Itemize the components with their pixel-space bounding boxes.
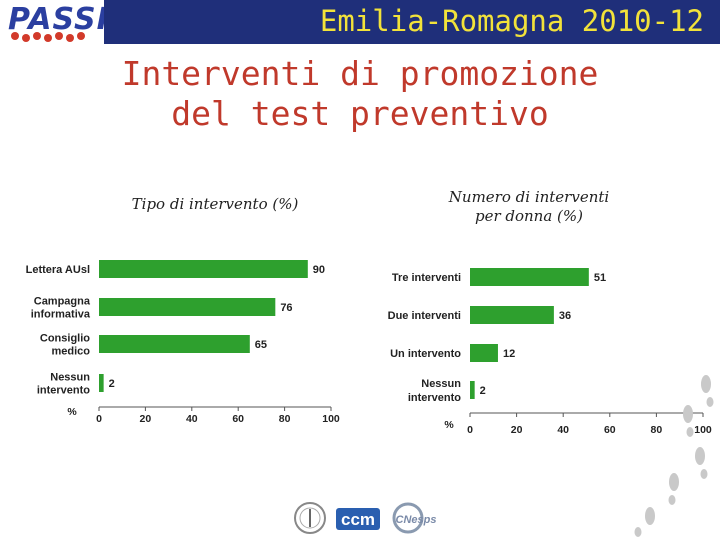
left-value-label: 76 [280, 302, 292, 314]
svg-text:CNesps: CNesps [396, 514, 437, 526]
right-tick-label: 80 [651, 424, 663, 436]
iss-seal-icon [294, 502, 326, 534]
main-title: Interventi di promozione del test preven… [0, 54, 720, 134]
left-category-label: informativa [31, 309, 91, 321]
left-category-label: Consiglio [40, 333, 90, 345]
left-tick-label: 80 [279, 413, 291, 425]
right-value-label: 51 [594, 272, 606, 284]
right-bar [470, 381, 475, 399]
left-bar [99, 335, 250, 353]
right-category-label: Tre interventi [392, 272, 461, 284]
left-bar [99, 298, 276, 316]
right-category-label: Un intervento [390, 348, 461, 360]
passi-logo-mark-icon [11, 32, 85, 42]
right-tick-label: 0 [467, 424, 473, 436]
right-tick-label: 40 [557, 424, 569, 436]
right-chart-title: Numero di interventi per donna (%) [404, 188, 654, 226]
right-bar [470, 306, 554, 324]
left-tick-label: 100 [322, 413, 340, 425]
cnesps-logo: CNesps [392, 502, 437, 534]
left-value-label: 65 [255, 339, 267, 351]
right-tick-label: 60 [604, 424, 616, 436]
left-category-label: Campagna [34, 296, 91, 308]
right-bar [470, 268, 589, 286]
main-title-line-1: Interventi di promozione [121, 54, 599, 93]
header-title: Emilia-Romagna 2010-12 [319, 4, 704, 38]
left-axis-unit-label: % [67, 406, 77, 418]
left-tick-label: 40 [186, 413, 198, 425]
header-logo-area: PASSI [0, 0, 108, 44]
main-title-line-2: del test preventivo [171, 94, 549, 133]
right-tick-label: 20 [511, 424, 523, 436]
right-value-label: 12 [503, 348, 515, 360]
left-value-label: 90 [313, 264, 325, 276]
left-tick-label: 60 [232, 413, 244, 425]
left-bar [99, 260, 308, 278]
right-category-label: Nessun [421, 378, 461, 390]
right-value-label: 36 [559, 310, 571, 322]
ccm-logo: ccm [336, 508, 380, 530]
passi-logo: PASSI [8, 2, 109, 37]
left-tick-label: 0 [96, 413, 102, 425]
header-bar: Emilia-Romagna 2010-12 [104, 0, 720, 44]
right-category-label: Due interventi [388, 310, 461, 322]
right-category-label: intervento [408, 392, 461, 404]
right-tick-label: 100 [694, 424, 712, 436]
left-tick-label: 20 [140, 413, 152, 425]
left-category-label: medico [51, 346, 90, 358]
svg-text:ccm: ccm [341, 510, 375, 529]
left-category-label: intervento [37, 385, 90, 397]
right-chart-title-line-2: per donna (%) [474, 207, 584, 225]
left-chart-title: Tipo di intervento (%) [131, 195, 299, 213]
right-bar [470, 344, 498, 362]
footprints-decoration-icon [634, 375, 714, 537]
left-value-label: 2 [109, 378, 115, 390]
bottom-logos: ccm CNesps [294, 502, 437, 534]
right-chart-title-line-1: Numero di interventi [448, 188, 610, 206]
right-value-label: 2 [480, 385, 486, 397]
left-category-label: Lettera AUsl [26, 264, 90, 276]
left-category-label: Nessun [50, 372, 90, 384]
left-bar [99, 374, 104, 392]
right-axis-unit-label: % [444, 419, 454, 431]
